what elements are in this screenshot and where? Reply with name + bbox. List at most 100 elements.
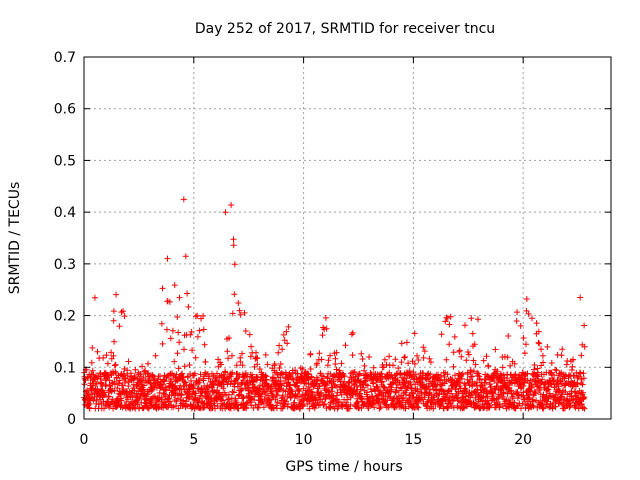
data-point (327, 352, 333, 359)
data-point (280, 331, 287, 338)
data-point (553, 367, 560, 374)
data-point (180, 196, 187, 203)
data-point (182, 253, 189, 260)
data-point (158, 320, 165, 327)
data-point (475, 316, 481, 323)
data-point (386, 353, 393, 360)
data-point (247, 399, 254, 406)
data-point (89, 344, 96, 351)
data-point (230, 242, 237, 249)
data-point (492, 346, 499, 353)
data-point (132, 374, 138, 381)
data-point (300, 402, 307, 409)
data-point (539, 376, 546, 383)
data-point (151, 375, 158, 382)
data-point (181, 378, 188, 385)
data-point (247, 396, 254, 403)
x-tick-label: 0 (80, 432, 89, 448)
data-point (191, 370, 198, 377)
data-point (342, 342, 349, 349)
data-point (253, 354, 260, 361)
data-point (88, 359, 95, 366)
data-point (477, 398, 483, 405)
data-point (233, 362, 240, 369)
data-point (369, 401, 376, 408)
data-point (307, 366, 314, 372)
data-point (168, 376, 174, 383)
data-point (175, 365, 182, 372)
data-point (275, 349, 282, 356)
data-point (512, 371, 519, 378)
data-point (558, 352, 565, 359)
data-point (285, 401, 291, 408)
data-point (521, 350, 528, 357)
data-point (358, 350, 365, 357)
data-point (171, 358, 178, 365)
data-point (374, 377, 381, 384)
data-point (421, 394, 428, 401)
data-point (239, 395, 246, 402)
data-point (253, 377, 260, 384)
y-tick-label: 0 (67, 412, 76, 428)
data-point (332, 355, 339, 362)
data-point (180, 383, 187, 390)
data-point (262, 377, 269, 384)
data-point (422, 375, 429, 382)
data-point (483, 379, 489, 386)
data-point (100, 354, 107, 361)
data-point (401, 354, 408, 361)
data-point (163, 326, 170, 333)
data-point (353, 383, 360, 390)
data-point (403, 339, 410, 346)
data-point (466, 397, 473, 404)
data-point (491, 378, 498, 384)
y-tick-label: 0.5 (54, 153, 76, 169)
data-point (163, 387, 170, 394)
data-point (229, 388, 236, 395)
data-point (500, 390, 507, 396)
data-point (490, 390, 497, 397)
data-point (544, 386, 551, 392)
data-point (472, 361, 479, 368)
data-point (399, 401, 406, 408)
data-point (395, 365, 402, 372)
data-point (333, 366, 340, 373)
data-point (313, 380, 320, 387)
data-point (273, 402, 279, 409)
data-point (218, 361, 225, 368)
data-point (189, 347, 196, 354)
data-point (254, 355, 261, 362)
data-point (224, 396, 231, 403)
data-point (569, 397, 575, 404)
data-point (378, 370, 385, 377)
y-tick-label: 0.6 (54, 102, 76, 118)
data-point (116, 377, 123, 384)
data-point (129, 394, 136, 401)
data-point (110, 308, 117, 315)
data-point (97, 370, 104, 377)
data-point (254, 361, 261, 368)
data-point (358, 395, 365, 402)
data-point (202, 358, 209, 365)
data-point (186, 362, 193, 368)
data-point (450, 363, 457, 370)
data-point (240, 394, 247, 401)
data-point (158, 394, 165, 401)
data-point (341, 373, 348, 380)
data-point (237, 358, 244, 365)
data-point (446, 321, 453, 328)
data-point (349, 352, 356, 359)
data-point (346, 405, 353, 412)
data-point (355, 404, 362, 411)
data-point (229, 369, 236, 376)
data-point (132, 366, 139, 373)
data-point (328, 384, 335, 391)
data-point (517, 322, 524, 329)
data-point (338, 391, 345, 398)
data-point (467, 392, 474, 399)
data-point (523, 341, 529, 348)
data-point (496, 401, 503, 408)
data-point (318, 356, 325, 363)
data-point (283, 328, 290, 335)
data-point (316, 350, 323, 357)
